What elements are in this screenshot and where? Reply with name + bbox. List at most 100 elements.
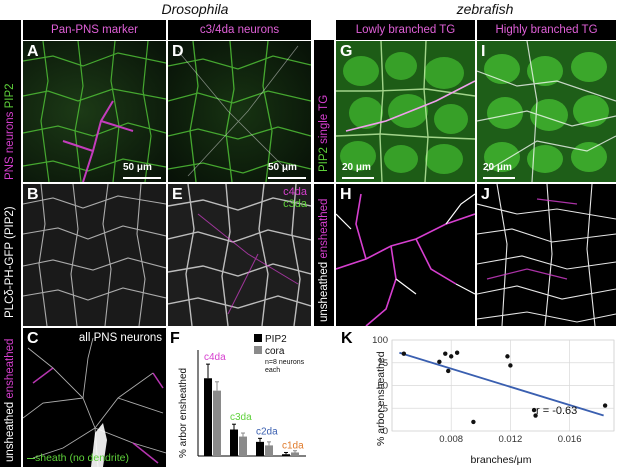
panel-a-image: 50 μm [23,41,166,182]
panel-a-texture [23,41,166,182]
bar-cora-c2da [265,445,273,456]
scatter-point-0 [401,351,407,356]
header-lowly-branched: Lowly branched TG [336,20,475,40]
scatter-xlabel: branches/μm [471,454,532,466]
panel-b-image [23,184,166,326]
panel-a-scalebar [123,177,161,179]
header-c3-4da: c3/4da neurons [168,20,311,40]
x-tick-label-1: 0.012 [499,434,523,445]
panel-i-image: 20 μm [477,41,616,182]
header-pan-pns: Pan-PNS marker [23,20,166,40]
x-tick-label-2: 0.016 [558,434,582,445]
category-label-c3da: c3da [230,412,252,423]
bar-cora-c3da [239,436,247,456]
x-tick-label-0: 0.008 [439,434,463,445]
panel-g-scale-label: 20 μm [342,162,371,173]
bar-pip2-c3da [230,429,238,456]
panel-d-scalebar [268,177,306,179]
panel-i-texture [477,41,616,182]
legend-note-line1: n=8 neurons [265,359,305,366]
panel-letter-b: B [27,186,39,203]
bar-cora-c1da [291,452,299,456]
panel-letter-c: C [27,330,39,347]
panel-letter-a: A [27,43,39,60]
zebra-row2-side-label: unsheathed ensheathed [318,198,330,322]
regression-line [399,351,604,417]
legend-label-pip2: PIP2 [265,334,287,345]
panel-c-all-label: all PNS neurons [78,332,162,344]
panel-a-scale-label: 50 μm [123,162,152,173]
row3-side-label: unsheathed ensheathed [4,338,16,462]
panel-letter-e: E [172,186,183,203]
header-highly-branched: Highly branched TG [477,20,616,40]
scatter-tick-labels: 0 25 50 75 100 0.008 0.012 0.016 [372,335,581,445]
category-label-c4da: c4da [204,352,226,363]
panel-g-texture [336,41,475,182]
panel-g-scalebar [342,177,374,179]
panel-c-image: all PNS neurons sheath (no dendrite) [23,328,166,467]
panel-e-texture [168,184,311,326]
bar-chart-category-labels: c4da c3da c2da c1da [204,352,304,451]
scatter-point-5 [454,350,460,355]
y-tick-label-75: 75 [377,358,388,369]
bar-pip2-c2da [256,441,264,456]
panel-letter-i: I [481,43,486,60]
scatter-point-10 [533,413,538,418]
panel-e-legend: c4da c3da [283,186,307,210]
row2-side-label: PLCδ-PH-GFP (PIP2) [4,206,16,318]
panel-d-texture [168,41,311,182]
panel-i-scale-label: 20 μm [483,162,512,173]
panel-d-scale-label: 50 μm [268,162,297,173]
panel-d-image: 50 μm [168,41,311,182]
panel-letter-k: K [341,330,353,347]
legend-swatch-pip2 [254,334,262,342]
scatter-point-4 [449,354,454,359]
panel-h-image [336,184,475,326]
bar-chart-legend: PIP2 cora n=8 neurons each [254,334,305,374]
panel-letter-j: J [481,186,490,203]
bar-chart-bars [204,363,299,456]
zebra-row1-side-label: PIP2 single TG [318,94,330,172]
zebra-label-strip-bottom [314,184,334,326]
scatter-point-6 [471,419,476,425]
panel-letter-f: F [170,330,180,347]
scatter-point-7 [505,354,510,359]
panel-b-texture [23,184,166,326]
scatter-annotation: r = -0.63 [536,405,577,417]
panel-letter-g: G [340,43,353,60]
legend-c4da: c4da [283,186,307,198]
y-tick-label-25: 25 [377,403,388,414]
y-tick-label-50: 50 [377,381,388,392]
scatter-point-9 [531,407,537,413]
panel-j-texture [477,184,616,326]
scatter-ylabel: % arbor ensheathed [375,351,387,446]
scatter-point-3 [446,368,451,374]
panel-e-image: c4da c3da [168,184,311,326]
legend-label-cora: cora [265,346,285,357]
row1-side-label: PNS neurons PIP2 [4,83,16,180]
bar-pip2-c1da [282,454,290,456]
scatter-chart: % arbor ensheathed branches/μm 0 25 50 75 10… [372,335,615,466]
scatter-points [401,350,608,425]
y-tick-label-0: 0 [383,426,388,437]
scatter-point-1 [437,359,442,365]
panel-letter-h: H [340,186,352,203]
category-label-c2da: c2da [256,426,278,437]
panel-h-texture [336,193,475,326]
drosophila-title: Drosophila [161,1,229,17]
bar-cora-c4da [213,390,221,456]
panel-i-scalebar [483,177,515,179]
left-label-strip [0,20,21,467]
legend-swatch-cora [254,346,262,354]
zebrafish-title: zebrafish [456,1,514,17]
scatter-fit-line [399,351,604,417]
scatter-point-8 [508,363,513,368]
panel-c-sheath-label: sheath (no dendrite) [27,452,129,464]
scatter-point-11 [602,403,608,408]
panel-j-image [477,184,616,326]
y-tick-label-100: 100 [372,335,388,346]
category-label-c1da: c1da [282,440,304,451]
legend-c3da: c3da [283,198,307,210]
bar-chart: % arbor ensheathed c4da c3da c2da c1da PIP2… [178,334,306,458]
bar-pip2-c4da [204,378,212,456]
